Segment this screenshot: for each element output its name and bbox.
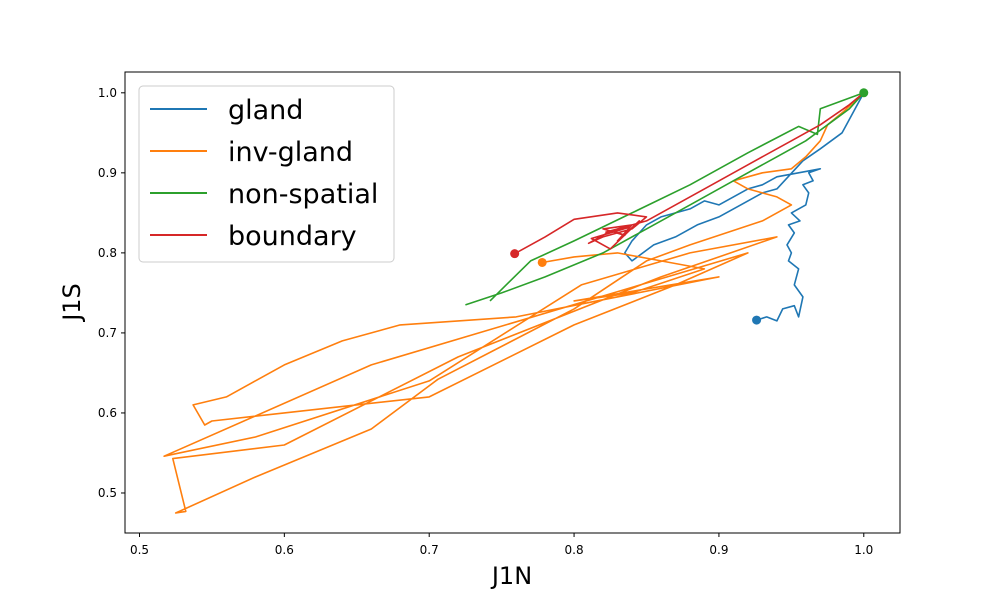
plot-frame — [124, 71, 901, 534]
y-tick-label: 0.9 — [98, 166, 117, 180]
series-start-marker-gland — [752, 315, 762, 325]
x-tick-label: 0.6 — [275, 543, 294, 557]
y-tick-label: 0.7 — [98, 326, 117, 340]
x-tick-label: 0.7 — [420, 543, 439, 557]
x-axis-ticks: 0.5 0.6 0.7 0.8 0.9 1.0 — [130, 533, 873, 557]
y-tick-label: 1.0 — [98, 86, 117, 100]
legend-label-inv-gland: inv-gland — [228, 137, 353, 168]
series-line-non-spatial — [465, 92, 865, 306]
series-start-marker-inv-gland — [537, 257, 547, 267]
legend-box — [138, 85, 395, 263]
y-tick-label: 0.5 — [98, 486, 117, 500]
x-tick-label: 0.9 — [709, 543, 728, 557]
legend-label-boundary: boundary — [228, 221, 357, 252]
series-line-inv-gland — [163, 92, 865, 514]
x-tick-label: 1.0 — [854, 543, 873, 557]
y-axis-label: J1S — [58, 283, 86, 323]
x-tick-label: 0.5 — [130, 543, 149, 557]
legend-label-non-spatial: non-spatial — [228, 179, 378, 210]
series-start-marker-boundary — [510, 249, 520, 259]
series-line-boundary — [514, 92, 865, 255]
legend-label-gland: gland — [228, 95, 303, 126]
y-tick-label: 0.6 — [98, 406, 117, 420]
y-tick-label: 0.8 — [98, 246, 117, 260]
legend: gland inv-gland non-spatial boundary — [138, 85, 395, 263]
x-tick-label: 0.8 — [565, 543, 584, 557]
x-axis-label: J1N — [490, 562, 532, 590]
series-line-gland — [624, 92, 865, 322]
y-axis-ticks: 0.5 0.6 0.7 0.8 0.9 1.0 — [98, 86, 125, 500]
series-start-marker-non-spatial — [859, 88, 869, 98]
marker-layer — [510, 88, 869, 325]
series-layer — [163, 92, 865, 514]
